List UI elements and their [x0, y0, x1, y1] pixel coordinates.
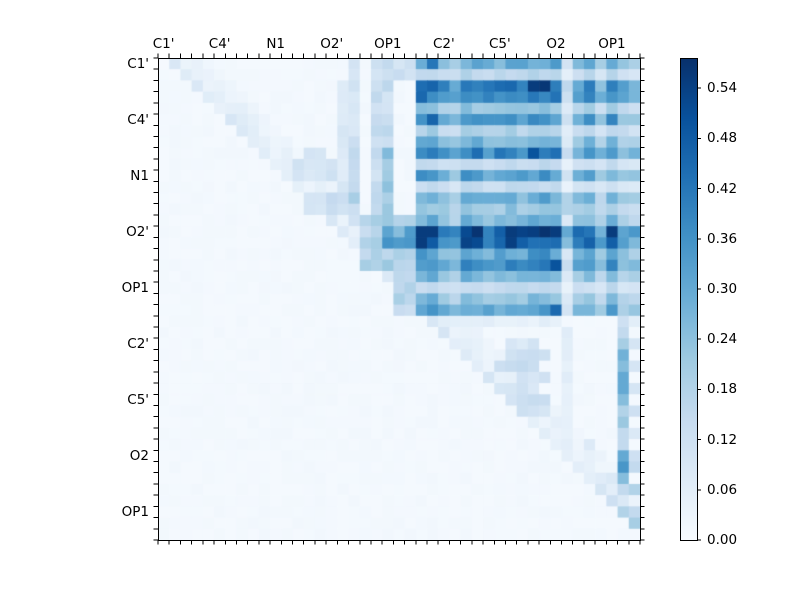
- colorbar-gradient: [680, 58, 697, 540]
- colorbar-tick-label-4: 0.24: [707, 331, 738, 348]
- left-axis-label-2: N1: [130, 167, 149, 184]
- left-axis-label-5: C2': [127, 335, 149, 352]
- colorbar-tick-label-8: 0.48: [707, 130, 738, 147]
- top-axis-label-6: C5': [489, 36, 511, 52]
- colorbar-tick-label-1: 0.06: [707, 481, 738, 498]
- colorbar-tick-label-2: 0.12: [707, 431, 738, 448]
- top-axis-label-4: OP1: [374, 36, 402, 52]
- colorbar-tick-label-6: 0.36: [707, 230, 738, 247]
- colorbar-tick-label-9: 0.54: [707, 80, 738, 97]
- left-axis-label-1: C4': [127, 111, 149, 128]
- top-axis-label-0: C1': [152, 36, 175, 52]
- top-axis-label-7: O2: [546, 36, 566, 52]
- top-axis-label-8: OP1: [598, 36, 626, 52]
- left-axis-label-0: C1': [127, 55, 149, 72]
- left-axis-label-7: O2: [129, 447, 149, 464]
- left-axis-label-6: C5': [127, 391, 149, 408]
- left-axis-label-3: O2': [126, 223, 149, 240]
- top-axis-label-5: C2': [432, 36, 455, 52]
- colorbar-tick-label-5: 0.30: [707, 280, 738, 297]
- top-axis-label-3: O2': [320, 36, 344, 52]
- top-axis-label-1: C4': [208, 36, 231, 52]
- colorbar-tick-label-3: 0.18: [707, 381, 738, 398]
- left-axis-label-8: OP1: [121, 503, 149, 520]
- left-axis-label-4: OP1: [121, 279, 149, 296]
- colorbar-tick-label-7: 0.42: [707, 180, 738, 197]
- top-axis-label-2: N1: [266, 36, 286, 52]
- heatmap-canvas: [158, 58, 640, 540]
- colorbar-tick-label-0: 0.00: [707, 532, 738, 548]
